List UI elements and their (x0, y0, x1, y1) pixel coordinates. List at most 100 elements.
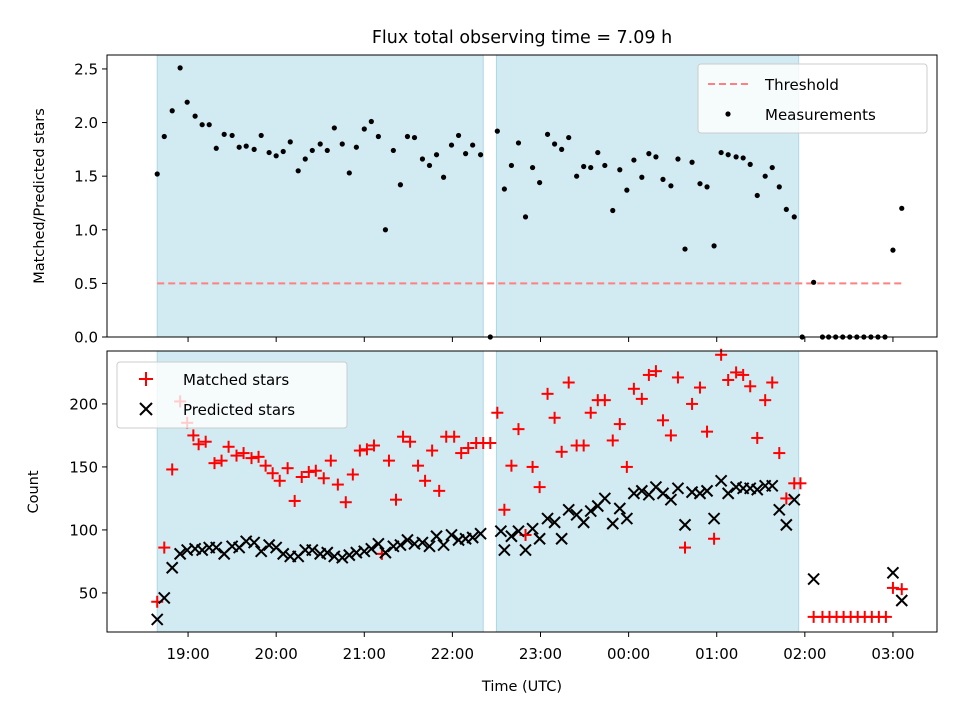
predicted-star-point (494, 524, 508, 538)
predicted-star-point (533, 532, 546, 545)
predicted-star-point (173, 547, 187, 561)
predicted-star-point (656, 487, 670, 500)
measurement-point (177, 65, 183, 71)
matched-star-point (317, 472, 330, 485)
measurement-point (184, 99, 190, 105)
matched-star-point (526, 460, 539, 473)
legend-measurements-label: Measurements (765, 106, 876, 124)
matched-star-point (259, 459, 272, 472)
predicted-star-point (751, 483, 764, 496)
matched-star-point (484, 436, 497, 449)
predicted-star-point (365, 542, 378, 556)
measurement-point (581, 163, 587, 170)
matched-star-point (773, 447, 786, 460)
measurement-point (704, 184, 710, 190)
x-tick-label: 00:00 (607, 645, 650, 663)
predicted-star-point (627, 487, 641, 500)
matched-star-point (701, 425, 714, 438)
measurement-points (154, 65, 905, 340)
matched-star-point (448, 430, 461, 443)
measurement-point (433, 152, 440, 158)
matched-star-point (215, 454, 228, 467)
measurement-point (331, 125, 337, 131)
top-y-tick-label: 1.0 (74, 221, 98, 239)
predicted-star-point (620, 512, 634, 525)
bottom-plot-frame (106, 350, 938, 633)
measurement-point (154, 171, 160, 177)
matched-star-point (324, 454, 337, 467)
predicted-star-point (788, 493, 801, 506)
measurement-point (213, 145, 219, 151)
predicted-stars-points (151, 474, 908, 626)
measurement-point (273, 153, 279, 159)
matched-star-point (367, 439, 380, 452)
measurement-point (762, 173, 768, 179)
x-tick-label: 22:00 (431, 645, 474, 663)
matched-star-point (498, 503, 511, 516)
bottom-y-axis-label: Count (26, 470, 42, 513)
measurement-point (470, 142, 476, 148)
top-legend: Threshold Measurements (697, 63, 928, 134)
predicted-star-point (693, 487, 707, 500)
measurement-point (660, 176, 666, 182)
measurement-point (574, 173, 580, 179)
matched-star-point (548, 411, 561, 424)
x-tick-label: 19:00 (166, 645, 209, 663)
matched-star-point (288, 494, 301, 507)
matched-star-point (339, 496, 352, 509)
measurement-point (725, 152, 731, 158)
measurement-point (544, 131, 551, 137)
top-y-tick-label: 0.5 (74, 275, 98, 293)
measurement-point (552, 141, 558, 147)
measurement-point (426, 162, 433, 169)
matched-star-point (353, 444, 366, 457)
predicted-star-point (606, 517, 619, 530)
predicted-star-point (807, 572, 820, 586)
predicted-star-point (512, 524, 525, 538)
measurement-point (697, 181, 703, 187)
x-tick-label: 21:00 (343, 645, 386, 663)
predicted-star-point (262, 538, 276, 552)
matched-star-point (245, 452, 258, 465)
predicted-star-point (780, 518, 793, 532)
matched-star-point (879, 610, 892, 623)
matched-star-point (462, 442, 475, 455)
predicted-star-point (714, 474, 728, 487)
predicted-star-point (474, 527, 487, 540)
predicted-star-point (598, 492, 612, 505)
predicted-star-point (158, 591, 171, 605)
measurement-point (317, 141, 323, 147)
matched-star-point (266, 467, 279, 480)
measurement-point (206, 122, 212, 128)
matched-star-point (426, 444, 439, 457)
bottom-legend-box (116, 361, 348, 429)
matched-star-point (208, 457, 221, 470)
matched-star-point (390, 493, 403, 506)
matched-star-point (419, 474, 432, 487)
measurement-point (899, 205, 905, 211)
matched-stars-points (151, 348, 908, 623)
matched-star-point (187, 429, 200, 442)
measurement-point (668, 183, 674, 189)
measurement-point (287, 139, 293, 145)
matched-star-point (230, 449, 243, 462)
shaded-interval (156, 54, 484, 338)
measurement-point (682, 246, 688, 252)
bottom-y-tick-label: 100 (69, 521, 98, 539)
matched-star-point (404, 435, 417, 448)
x-tick-label: 02:00 (783, 645, 826, 663)
measurement-point (339, 141, 345, 147)
matched-star-point (744, 380, 757, 393)
predicted-star-point (165, 561, 179, 574)
matched-star-point (886, 581, 899, 594)
measurement-point (890, 247, 896, 253)
matched-star-point (331, 478, 344, 491)
measurement-point (769, 164, 775, 171)
matched-star-point (433, 484, 446, 497)
matched-star-point (620, 460, 633, 473)
predicted-star-point (584, 504, 597, 518)
x-tick-label: 23:00 (519, 645, 562, 663)
matched-star-point (664, 429, 677, 442)
measurement-point (477, 152, 484, 158)
matched-star-point (649, 365, 662, 378)
